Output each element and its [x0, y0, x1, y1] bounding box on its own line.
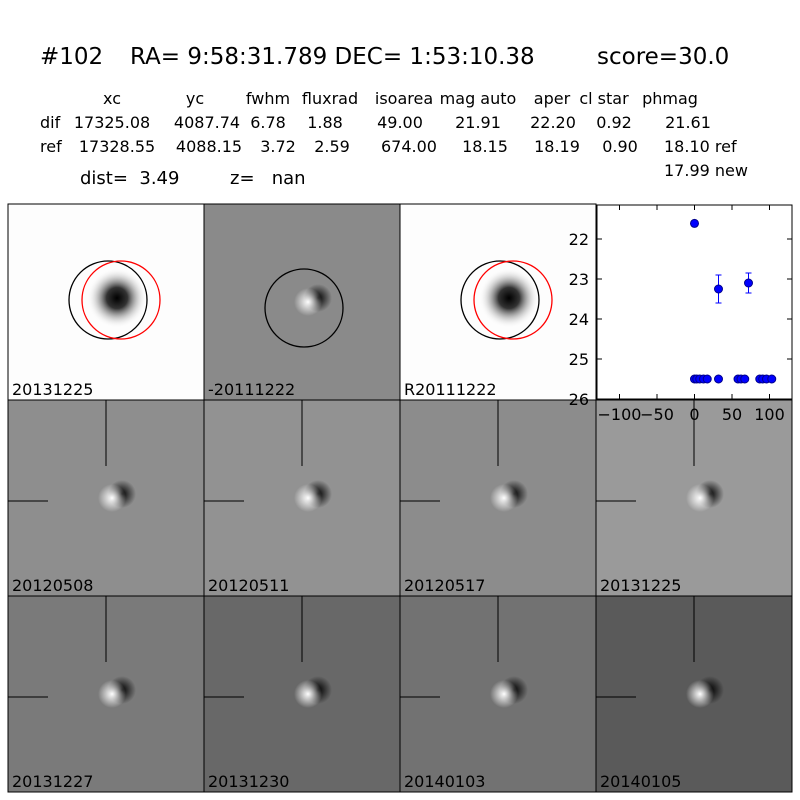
dipole-pos	[294, 680, 322, 708]
y-tick-label: 26	[569, 390, 589, 409]
column-header: fwhm	[246, 89, 290, 108]
object-id: #102	[40, 44, 103, 70]
table-cell: 49.00	[377, 113, 423, 132]
column-header: cl star	[579, 89, 629, 108]
table-cell: 4088.15	[176, 137, 242, 156]
dipole-pos	[98, 484, 126, 512]
score: score=30.0	[597, 44, 729, 70]
distance: dist= 3.49	[80, 168, 179, 189]
panel-label: R20111222	[404, 380, 497, 399]
panel-label: 20120511	[208, 576, 289, 595]
column-header: xc	[103, 89, 121, 108]
dipole-pos	[490, 484, 518, 512]
panel-label: 20131230	[208, 772, 289, 791]
panel-label: 20140105	[600, 772, 681, 791]
x-tick-label: −50	[640, 405, 674, 424]
panel-label: 20120508	[12, 576, 93, 595]
dipole-pos	[294, 288, 322, 316]
y-tick-label: 25	[569, 350, 589, 369]
column-header: yc	[186, 89, 204, 108]
redshift: z= nan	[230, 168, 306, 189]
table-cell: 17328.55	[79, 137, 155, 156]
panel-label: 20131225	[600, 576, 681, 595]
coordinates: RA= 9:58:31.789 DEC= 1:53:10.38	[130, 44, 535, 70]
column-header: fluxrad	[302, 89, 358, 108]
x-tick-label: −100	[598, 405, 642, 424]
panel-label: 20131225	[12, 380, 93, 399]
panel-label: 20131227	[12, 772, 93, 791]
dipole-pos	[686, 484, 714, 512]
table-cell: 17325.08	[74, 113, 150, 132]
table-cell: 0.90	[602, 137, 638, 156]
column-header: aper	[534, 89, 571, 108]
column-header: mag auto	[440, 89, 517, 108]
y-tick-label: 24	[569, 310, 589, 329]
ref-circle	[460, 260, 540, 340]
dipole-pos	[98, 680, 126, 708]
table-cell: 6.78	[250, 113, 286, 132]
y-tick-label: 23	[569, 270, 589, 289]
table-cell: 674.00	[381, 137, 437, 156]
column-header: phmag	[642, 89, 698, 108]
data-point	[744, 278, 753, 288]
data-point	[740, 374, 750, 384]
table-cell: 0.92	[596, 113, 632, 132]
data-point	[690, 218, 699, 228]
table-cell: 18.15	[462, 137, 508, 156]
table-cell: 21.61	[665, 113, 711, 132]
data-point	[702, 374, 712, 384]
dipole-pos	[686, 680, 714, 708]
aperture-circle	[264, 268, 344, 348]
plot-area	[596, 204, 793, 400]
panel-label: 20120517	[404, 576, 485, 595]
column-header: isoarea	[375, 89, 433, 108]
x-tick-label: 50	[722, 405, 742, 424]
dipole-pos	[490, 680, 518, 708]
table-cell: 2.59	[314, 137, 350, 156]
row-header: dif	[40, 113, 61, 132]
det-circle	[81, 260, 161, 340]
table-cell: 18.10 ref	[664, 137, 737, 156]
table-cell: 3.72	[260, 137, 296, 156]
data-point	[767, 374, 777, 384]
new-mag: 17.99 new	[664, 161, 748, 180]
table-cell: 4087.74	[174, 113, 240, 132]
table-cell: 22.20	[530, 113, 576, 132]
source-blob	[479, 268, 539, 328]
data-point	[714, 284, 723, 294]
panel-label: 20140103	[404, 772, 485, 791]
table-cell: 18.19	[534, 137, 580, 156]
dipole-pos	[294, 484, 322, 512]
y-tick-label: 22	[569, 230, 589, 249]
row-header: ref	[40, 137, 62, 156]
x-tick-label: 0	[689, 405, 699, 424]
table-cell: 21.91	[455, 113, 501, 132]
source-blob	[87, 268, 147, 328]
ref-circle	[68, 260, 148, 340]
det-circle	[473, 260, 553, 340]
x-tick-label: 100	[754, 405, 785, 424]
panel-label: -20111222	[208, 380, 295, 399]
table-cell: 1.88	[307, 113, 343, 132]
data-point	[714, 374, 723, 384]
